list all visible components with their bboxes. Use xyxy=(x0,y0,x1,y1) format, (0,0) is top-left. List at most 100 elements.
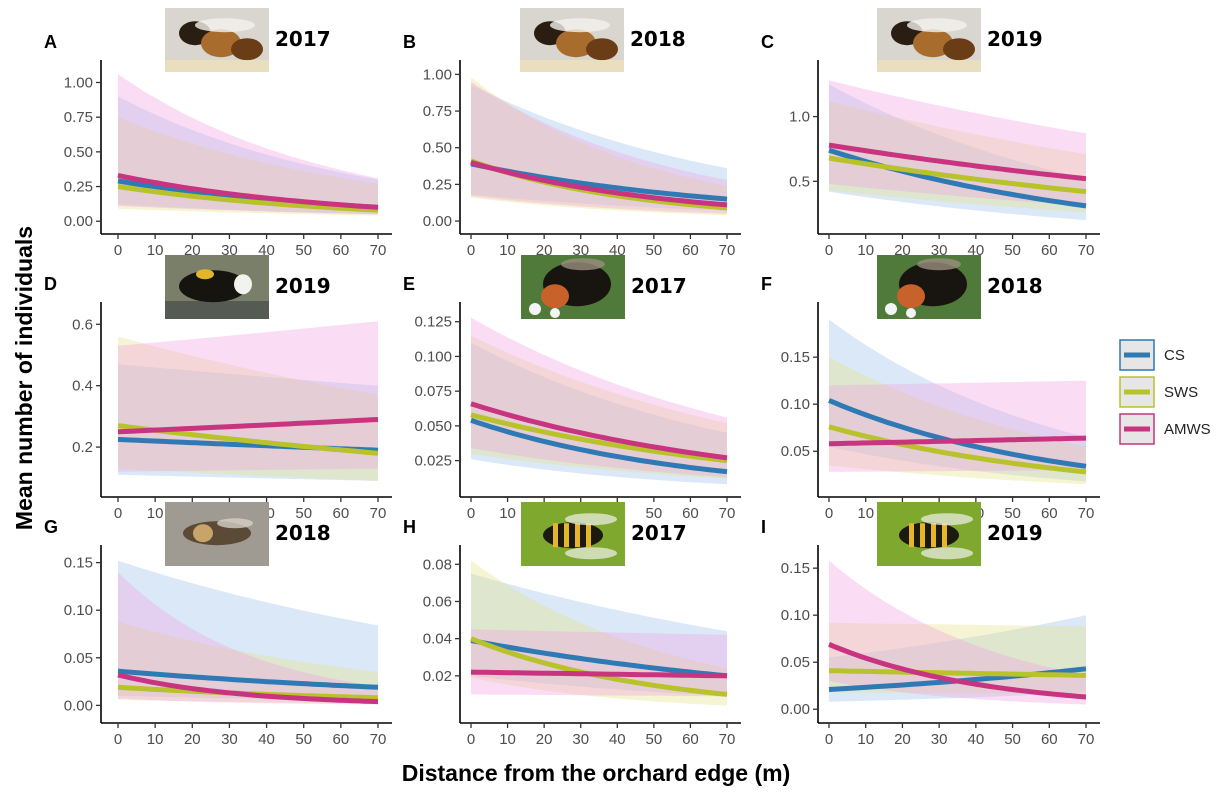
x-tick-label: 70 xyxy=(1078,731,1095,748)
panel-label: E xyxy=(403,274,415,294)
series-line-sws xyxy=(117,184,379,213)
series-line-cs xyxy=(470,417,728,475)
panel-label: D xyxy=(44,274,57,294)
x-tick-label: 40 xyxy=(609,731,626,748)
y-tick-label: 0.02 xyxy=(423,668,452,685)
y-tick-label: 0.125 xyxy=(414,314,452,331)
x-tick-label: 70 xyxy=(1078,505,1095,522)
y-tick-label: 0.75 xyxy=(423,103,452,120)
x-tick-label: 70 xyxy=(719,242,736,259)
buff-tailed-bumblebee-photo xyxy=(521,255,625,319)
y-tick-label: 0.6 xyxy=(72,316,93,333)
x-tick-label: 30 xyxy=(572,242,589,259)
y-tick-label: 1.00 xyxy=(423,66,452,83)
x-tick-label: 10 xyxy=(499,242,516,259)
y-tick-label: 0.25 xyxy=(64,179,93,196)
x-tick-label: 60 xyxy=(333,731,350,748)
legend-entry-cs: CS xyxy=(1119,339,1185,371)
x-tick-label: 50 xyxy=(295,731,312,748)
ci-band-amws xyxy=(118,572,378,705)
y-tick-label: 0.10 xyxy=(781,607,810,624)
bumblebee-photo xyxy=(165,255,269,319)
x-tick-label: 0 xyxy=(114,731,122,748)
x-tick-label: 10 xyxy=(499,505,516,522)
x-tick-label: 0 xyxy=(825,505,833,522)
panel-g: G 2018 0.00 0.05 0.10 0.15 0 10 20 30 40 50 60 70 xyxy=(44,502,392,748)
series-line-sws xyxy=(828,155,1087,195)
ci-band-amws xyxy=(118,74,378,215)
x-tick-label: 40 xyxy=(258,731,275,748)
legend-entry-sws: SWS xyxy=(1119,376,1198,408)
series-line-amws xyxy=(117,672,379,705)
x-tick-label: 0 xyxy=(114,242,122,259)
ci-band-cs xyxy=(471,573,727,697)
x-tick-label: 30 xyxy=(931,242,948,259)
x-tick-label: 50 xyxy=(646,242,663,259)
ci-band-amws xyxy=(829,380,1086,472)
x-tick-label: 20 xyxy=(184,242,201,259)
x-tick-label: 50 xyxy=(1004,505,1021,522)
x-axis-title: Distance from the orchard edge (m) xyxy=(402,760,791,786)
x-tick-label: 20 xyxy=(184,731,201,748)
panel-label: A xyxy=(44,32,57,52)
x-tick-label: 70 xyxy=(370,731,387,748)
series-line-amws xyxy=(828,641,1087,700)
y-tick-label: 0.08 xyxy=(423,556,452,573)
x-tick-label: 50 xyxy=(1004,731,1021,748)
y-tick-label: 0.15 xyxy=(781,560,810,577)
x-tick-label: 0 xyxy=(467,731,475,748)
y-tick-label: 0.075 xyxy=(414,383,452,400)
hoverfly-photo xyxy=(877,502,981,566)
panel-year: 2019 xyxy=(987,521,1043,545)
x-tick-label: 70 xyxy=(1078,242,1095,259)
x-tick-label: 60 xyxy=(682,505,699,522)
series-line-amws xyxy=(828,435,1087,447)
y-tick-label: 0.15 xyxy=(781,349,810,366)
series-line-amws xyxy=(828,142,1087,182)
y-tick-label: 0.2 xyxy=(72,439,93,456)
x-tick-label: 20 xyxy=(536,731,553,748)
panel-year: 2018 xyxy=(987,274,1043,298)
x-tick-label: 10 xyxy=(857,731,874,748)
series-line-amws xyxy=(470,669,728,679)
panel-year: 2017 xyxy=(631,274,687,298)
panel-c: C 2019 0.5 1.0 0 10 20 30 40 50 60 70 xyxy=(761,8,1100,259)
ci-band-sws xyxy=(471,335,727,479)
x-tick-label: 50 xyxy=(646,731,663,748)
panel-year: 2017 xyxy=(275,27,331,51)
y-tick-label: 0.050 xyxy=(414,418,452,435)
panel-label: H xyxy=(403,517,416,537)
y-tick-label: 0.04 xyxy=(423,631,452,648)
series-line-amws xyxy=(470,160,728,208)
x-tick-label: 10 xyxy=(147,505,164,522)
panel-year: 2019 xyxy=(987,27,1043,51)
x-tick-label: 0 xyxy=(825,242,833,259)
panel-year: 2017 xyxy=(631,521,687,545)
legend-label-sws: SWS xyxy=(1164,384,1198,401)
y-tick-label: 1.00 xyxy=(64,74,93,91)
x-tick-label: 70 xyxy=(370,505,387,522)
y-tick-label: 0.50 xyxy=(423,140,452,157)
panel-h: H 2017 0.02 0.04 0.06 0.08 0 10 20 30 40 50 60 70 xyxy=(403,502,741,748)
legend-label-amws: AMWS xyxy=(1164,421,1211,438)
legend-entry-amws: AMWS xyxy=(1119,413,1211,445)
x-tick-label: 60 xyxy=(682,242,699,259)
series-line-amws xyxy=(470,401,728,461)
legend-label-cs: CS xyxy=(1164,347,1185,364)
legend: CS SWS AMWS xyxy=(1119,339,1211,445)
honeybee-photo xyxy=(877,8,981,72)
panel-label: C xyxy=(761,32,774,52)
x-tick-label: 20 xyxy=(536,242,553,259)
y-tick-label: 0.10 xyxy=(781,396,810,413)
honeybee-photo xyxy=(165,8,269,72)
x-tick-label: 40 xyxy=(968,242,985,259)
series-line-sws xyxy=(828,668,1087,678)
ci-band-cs xyxy=(118,560,378,701)
x-tick-label: 0 xyxy=(825,731,833,748)
x-tick-label: 20 xyxy=(894,731,911,748)
x-tick-label: 50 xyxy=(295,242,312,259)
x-tick-label: 60 xyxy=(1041,731,1058,748)
y-tick-label: 0.10 xyxy=(64,602,93,619)
ci-band-amws xyxy=(829,80,1086,206)
